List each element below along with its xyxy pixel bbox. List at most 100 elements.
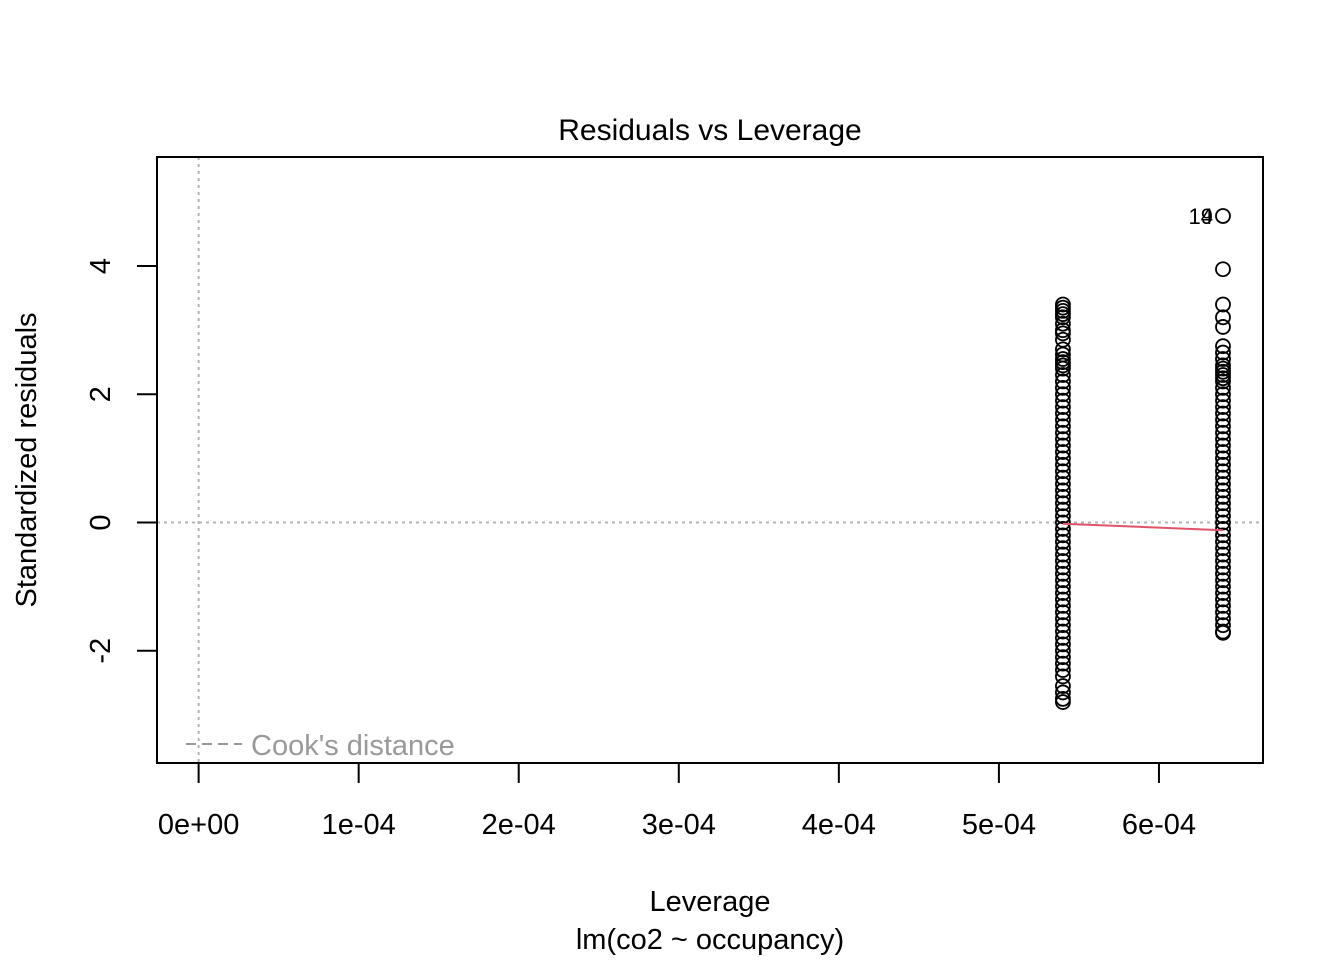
- data-point: [1215, 386, 1231, 403]
- data-point: [1055, 514, 1071, 531]
- data-point: [1215, 597, 1231, 614]
- data-point: [1215, 521, 1231, 537]
- data-point: [1215, 508, 1231, 525]
- data-point: [1055, 431, 1071, 448]
- x-tick-label: 6e-04: [1122, 809, 1196, 841]
- data-point: [1055, 662, 1071, 678]
- data-point: [1055, 341, 1071, 358]
- data-point: [1215, 373, 1231, 390]
- data-point: [1055, 527, 1071, 544]
- data-point: [1055, 591, 1071, 608]
- data-point: [1215, 399, 1231, 415]
- data-point: [1055, 476, 1071, 492]
- data-point: [1055, 360, 1071, 377]
- data-point: [1215, 319, 1231, 335]
- y-axis: -2 0 2 4: [85, 258, 158, 664]
- data-point: [1055, 585, 1071, 601]
- data-point: [1215, 565, 1231, 582]
- data-point: [1055, 572, 1071, 589]
- data-point: [1215, 450, 1231, 467]
- data-point: [1215, 533, 1231, 550]
- data-point: [1055, 521, 1071, 537]
- data-point: [1055, 684, 1071, 701]
- data-points: [1055, 208, 1231, 710]
- data-point: [1055, 482, 1071, 499]
- data-point: [1215, 495, 1231, 512]
- data-point: [1215, 540, 1231, 557]
- data-point: [1215, 585, 1231, 601]
- data-point: [1055, 405, 1071, 422]
- data-point: [1215, 412, 1231, 428]
- data-point: [1215, 617, 1231, 634]
- data-point: [1055, 418, 1071, 435]
- data-point: [1055, 463, 1071, 480]
- data-point: [1215, 296, 1231, 313]
- y-tick-label: 2: [85, 386, 117, 402]
- data-point: [1055, 617, 1071, 634]
- data-point: [1055, 678, 1071, 694]
- data-point: [1215, 405, 1231, 422]
- y-tick-label: 4: [85, 258, 117, 274]
- data-point: [1055, 649, 1071, 666]
- smooth-line: [1062, 522, 1224, 532]
- data-point: [1215, 338, 1231, 355]
- data-point: [1055, 495, 1071, 512]
- x-tick-label: 5e-04: [962, 809, 1036, 841]
- x-tick-label: 3e-04: [642, 809, 716, 841]
- y-axis-title: Standardized residuals: [11, 312, 43, 607]
- data-point: [1215, 392, 1231, 409]
- data-point: [1055, 412, 1071, 428]
- legend: Cook's distance: [186, 730, 455, 762]
- data-point: [1215, 488, 1231, 505]
- data-point: [1055, 444, 1071, 460]
- data-point: [1215, 444, 1231, 460]
- y-tick-label: 0: [85, 514, 117, 530]
- data-point: [1055, 399, 1071, 415]
- data-point: [1055, 437, 1071, 454]
- data-point: [1055, 469, 1071, 486]
- data-point: [1215, 578, 1231, 595]
- x-tick-label: 4e-04: [802, 809, 876, 841]
- data-point: [1215, 482, 1231, 499]
- data-point: [1055, 559, 1071, 576]
- data-point: [1055, 315, 1071, 332]
- data-point: [1055, 597, 1071, 614]
- data-point: [1055, 367, 1071, 383]
- data-point: [1215, 546, 1231, 563]
- data-point: [1215, 418, 1231, 435]
- data-point: [1055, 623, 1071, 640]
- data-point: [1055, 655, 1071, 672]
- data-point: [1215, 604, 1231, 621]
- chart-title: Residuals vs Leverage: [558, 114, 862, 147]
- x-axis: 0e+00 1e-04 2e-04 3e-04 4e-04 5e-04 6e-04: [158, 762, 1196, 841]
- x-tick-label: 1e-04: [322, 809, 396, 841]
- data-point: [1215, 572, 1231, 589]
- data-point: [1215, 261, 1231, 278]
- data-point: [1055, 578, 1071, 595]
- data-point: [1215, 559, 1231, 576]
- data-point: [1055, 630, 1071, 646]
- data-point: [1055, 488, 1071, 505]
- data-point: [1055, 373, 1071, 390]
- reference-lines: [157, 157, 1263, 763]
- data-point: [1215, 591, 1231, 608]
- data-point: [1215, 208, 1231, 224]
- data-point: [1215, 527, 1231, 544]
- data-point: [1215, 456, 1231, 473]
- data-point: [1215, 469, 1231, 486]
- data-point: [1055, 636, 1071, 653]
- data-point: [1055, 553, 1071, 569]
- data-point: [1055, 450, 1071, 467]
- point-label: 19: [1189, 204, 1213, 229]
- data-point: [1215, 463, 1231, 480]
- data-point: [1055, 424, 1071, 441]
- data-point: [1055, 642, 1071, 659]
- data-point: [1215, 379, 1231, 396]
- data-point: [1055, 456, 1071, 473]
- data-point: [1055, 668, 1071, 685]
- data-point: [1055, 533, 1071, 550]
- data-point: [1215, 424, 1231, 441]
- data-point: [1055, 565, 1071, 582]
- data-point: [1215, 351, 1231, 367]
